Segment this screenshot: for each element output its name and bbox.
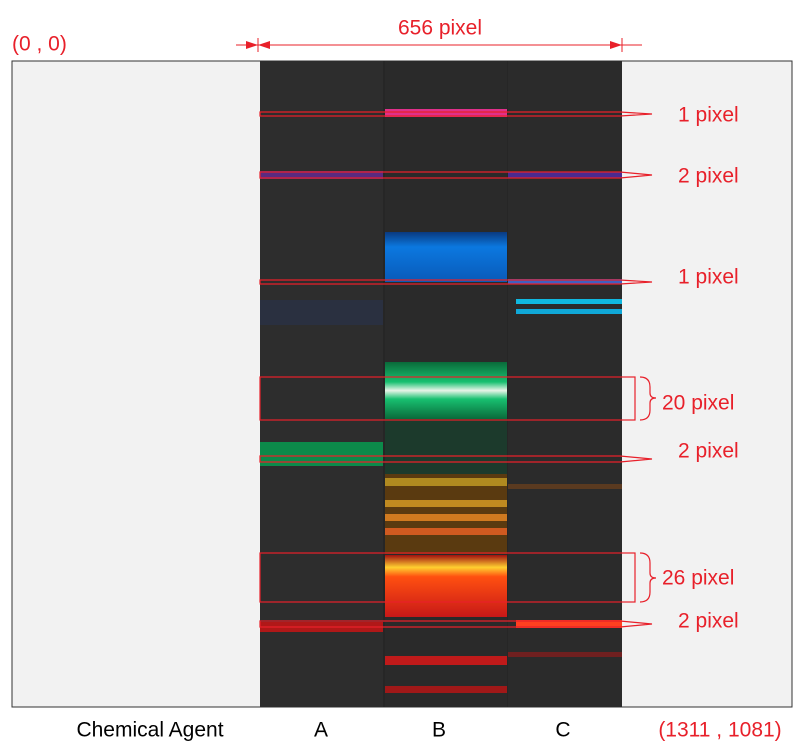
width-measure — [236, 38, 642, 52]
annotation-label: 1 pixel — [678, 104, 739, 127]
spectrum-image — [260, 61, 622, 707]
agent-label: A — [314, 719, 328, 742]
annotation-label: 20 pixel — [662, 392, 734, 415]
annotation-label: 1 pixel — [678, 266, 739, 289]
width-label: 656 pixel — [398, 17, 482, 40]
end-label: (1311 , 1081) — [658, 719, 781, 742]
annotation-label: 2 pixel — [678, 610, 739, 633]
annotation-label: 26 pixel — [662, 567, 734, 590]
agent-label: C — [555, 719, 570, 742]
annotation-label: 2 pixel — [678, 440, 739, 463]
annotation-label: 2 pixel — [678, 165, 739, 188]
annotation-boxes — [259, 111, 657, 628]
axis-label: Chemical Agent — [76, 719, 223, 742]
origin-label: (0 , 0) — [12, 33, 67, 56]
agent-label: B — [432, 719, 446, 742]
